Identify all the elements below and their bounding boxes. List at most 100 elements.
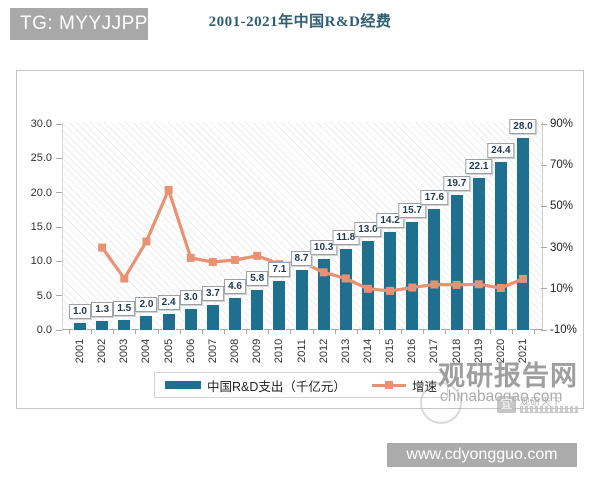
right-axis-tick-label: 30% [550, 241, 574, 254]
x-axis-tick [201, 330, 203, 334]
left-axis-tick-label: 20.0 [30, 186, 52, 199]
bar-2018 [449, 193, 464, 331]
value-label-2019: 22.1 [464, 159, 493, 175]
watermark-stamp-text: 观研天下 [520, 397, 563, 408]
x-axis-tick [511, 330, 513, 334]
x-axis-tick [401, 330, 403, 334]
x-axis-year-label: 2001 [74, 338, 86, 364]
right-axis-tick-label: 90% [550, 118, 574, 130]
x-axis-year-label: 2012 [317, 338, 330, 364]
right-axis-tick-label: 70% [550, 159, 574, 172]
bar-2010 [272, 280, 287, 331]
chart-title: 2001-2021年中国R&D经费 [208, 14, 392, 30]
legend-item-bar: 中国R&D支出（千亿元） [165, 376, 346, 395]
x-axis-tick [334, 330, 336, 334]
bar-2020 [493, 161, 508, 331]
left-axis-tick [56, 157, 62, 159]
watermark-stamp-icon: 宜 [497, 396, 516, 413]
x-axis-year-label: 2005 [162, 338, 175, 364]
x-axis-year-label: 2002 [96, 338, 109, 364]
left-axis-tick [56, 123, 62, 125]
x-axis-year-label: 2013 [339, 338, 352, 364]
x-axis-tick [379, 330, 380, 334]
left-axis-tick [56, 260, 62, 262]
watermark-site-name: 观研报告网 [438, 361, 578, 391]
bar-2017 [427, 208, 442, 331]
right-axis-tick [541, 123, 547, 125]
x-axis-year-label: 2003 [118, 338, 131, 364]
watermark-illegible-number [520, 406, 578, 413]
right-axis-tick [541, 329, 547, 331]
x-axis-tick [312, 330, 314, 334]
x-axis-year-label: 2006 [184, 338, 197, 364]
watermark-seal-icon [420, 382, 462, 424]
value-label-2003: 1.5 [113, 300, 136, 316]
x-axis-year-label: 2007 [206, 338, 219, 364]
bar-2006 [183, 308, 198, 331]
tg-tag-label: TG: MYYJJPP [20, 13, 148, 34]
x-axis-tick [534, 330, 536, 334]
value-label-2017: 17.6 [420, 190, 449, 206]
bar-series-swatch [165, 381, 202, 389]
bar-2021 [516, 136, 530, 331]
x-axis-year-label: 2011 [295, 339, 308, 363]
bar-2012 [316, 258, 331, 331]
x-axis-year-label: 2016 [406, 338, 419, 364]
x-axis-tick [113, 330, 115, 334]
right-axis-tick [541, 288, 547, 290]
left-axis-tick-label: 0.0 [36, 324, 52, 336]
x-axis-year-label: 2008 [229, 338, 242, 364]
value-label-2020: 24.4 [487, 143, 515, 159]
value-label-2006: 3.0 [179, 290, 202, 306]
right-axis-tick-label: 50% [550, 200, 574, 213]
left-axis-tick-label: 15.0 [30, 221, 52, 233]
x-axis-tick [179, 330, 181, 334]
left-axis-tick [56, 295, 62, 297]
x-axis-tick [268, 330, 270, 334]
value-label-2004: 2.0 [135, 297, 158, 313]
value-label-2018: 19.7 [442, 175, 471, 191]
x-axis-tick [489, 330, 491, 334]
bar-2019 [471, 177, 486, 331]
x-axis-year-label: 2015 [384, 338, 397, 364]
left-axis-tick-label: 25.0 [30, 152, 52, 165]
left-axis-tick-label: 10.0 [30, 255, 52, 268]
right-axis-tick [541, 205, 547, 207]
right-axis-tick-label: 10% [550, 282, 574, 295]
right-axis-tick [541, 164, 547, 166]
x-axis-tick [135, 330, 137, 334]
x-axis-tick [246, 330, 248, 334]
tg-tag-bar: TG: MYYJJPP [10, 8, 148, 40]
x-axis-year-label: 2004 [140, 338, 153, 364]
left-axis-tick [56, 329, 62, 331]
legend: 中国R&D支出（千亿元） 增速 [154, 372, 448, 398]
value-label-2001: 1.0 [69, 304, 91, 320]
x-axis-year-label: 2009 [251, 338, 264, 364]
right-axis-tick-label: -10% [550, 324, 577, 336]
bar-2009 [250, 289, 265, 331]
left-axis-tick-label: 30.0 [30, 118, 52, 130]
left-axis-tick [56, 226, 62, 228]
value-label-2009: 5.8 [246, 271, 269, 287]
value-label-2008: 4.6 [224, 279, 246, 295]
bar-2011 [294, 269, 309, 331]
x-axis-tick [91, 330, 93, 334]
left-axis-tick [56, 192, 62, 194]
bar-2004 [139, 315, 154, 331]
bar-2007 [205, 303, 220, 332]
right-axis-tick [541, 247, 547, 249]
bar-2003 [117, 318, 132, 332]
bar-2013 [338, 247, 353, 331]
x-axis-tick [356, 330, 358, 334]
line-series-swatch [371, 381, 406, 389]
left-axis-tick-label: 5.0 [36, 289, 52, 302]
x-axis-tick [68, 330, 70, 334]
bar-series-label: 中国R&D支出（千亿元） [207, 379, 346, 394]
x-axis-tick [157, 330, 159, 334]
bar-2016 [405, 221, 420, 331]
value-label-2021: 28.0 [509, 118, 537, 134]
x-axis-tick [290, 330, 292, 334]
x-axis-tick [223, 330, 225, 334]
x-axis-tick [423, 330, 425, 334]
x-axis-tick [467, 330, 469, 334]
